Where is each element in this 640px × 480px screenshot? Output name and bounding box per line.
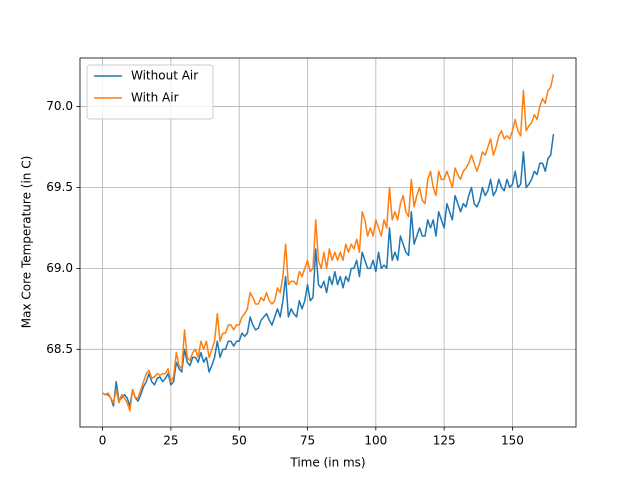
x-axis-label: Time (in ms)	[289, 456, 365, 470]
y-tick-label: 69.5	[46, 180, 73, 194]
x-tick-label: 100	[364, 434, 387, 448]
y-tick-label: 68.5	[46, 342, 73, 356]
x-tick-label: 50	[232, 434, 247, 448]
x-tick-label: 75	[300, 434, 315, 448]
x-tick-label: 125	[433, 434, 456, 448]
plot-frame	[79, 57, 577, 428]
legend-label: Without Air	[131, 69, 198, 83]
x-tick-label: 0	[99, 434, 107, 448]
x-tick-label: 150	[501, 434, 524, 448]
y-tick-label: 70.0	[46, 99, 73, 113]
legend-label: With Air	[131, 91, 179, 105]
x-tick-label: 25	[163, 434, 178, 448]
y-tick-label: 69.0	[46, 261, 73, 275]
legend-box	[86, 64, 214, 120]
line	[102, 74, 555, 412]
y-axis-label: Max Core Temperature (in C)	[20, 156, 34, 329]
line	[102, 133, 555, 407]
